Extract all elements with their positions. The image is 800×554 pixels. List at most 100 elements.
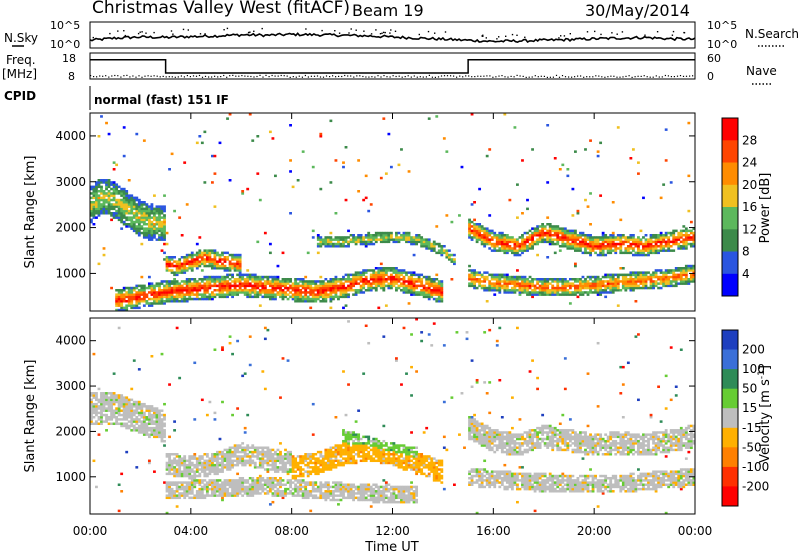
heatmap-cell [513,242,517,246]
heatmap-cell [218,258,222,261]
heatmap-cell [142,223,146,226]
heatmap-cell [619,242,623,246]
heatmap-cell [107,409,111,412]
heatmap-cell [188,472,192,476]
heatmap-cell [211,181,214,184]
heatmap-cell [372,278,376,281]
heatmap-cell [195,251,199,255]
heatmap-cell [657,245,661,248]
heatmap-cell [160,420,164,423]
heatmap-cell [495,245,499,248]
heatmap-cell [566,291,570,294]
nave-point [214,75,216,77]
heatmap-cell [319,135,323,138]
heatmap-cell [631,247,635,250]
heatmap-cell [125,418,129,421]
heatmap-cell [357,273,361,277]
heatmap-cell [198,249,202,252]
heatmap-cell [173,453,177,456]
heatmap-cell [216,479,219,482]
heatmap-cell [644,247,648,250]
heatmap-cell [604,273,608,277]
heatmap-cell [223,466,227,469]
heatmap-cell [659,247,663,250]
heatmap-cell [437,284,441,288]
heatmap-cell [100,416,103,419]
heatmap-cell [362,284,366,288]
heatmap-cell [256,295,260,299]
heatmap-cell [233,280,237,283]
heatmap-cell [342,284,345,288]
heatmap-cell [642,253,645,257]
heatmap-cell [233,492,237,495]
heatmap-cell [677,234,681,237]
heatmap-cell [594,286,597,290]
heatmap-cell [334,293,338,296]
heatmap-cell [634,282,638,285]
heatmap-cell [183,463,187,467]
heatmap-cell [556,240,560,244]
heatmap-cell [301,297,305,301]
heatmap-cell [150,282,154,285]
heatmap-cell [268,479,272,482]
heatmap-cell [150,407,154,410]
heatmap-cell [183,496,187,500]
heatmap-cell [669,275,673,279]
heatmap-cell [178,295,182,299]
heatmap-cell [637,273,640,277]
heatmap-cell [193,284,197,288]
heatmap-cell [687,269,691,272]
heatmap-cell [430,278,434,281]
heatmap-cell [337,286,340,290]
heatmap-cell [117,198,121,202]
heatmap-cell [127,413,131,417]
heatmap-cell [329,280,333,283]
heatmap-cell [132,295,136,299]
heatmap-cell [97,179,101,182]
heatmap-cell [619,234,623,237]
heatmap-cell [253,273,257,277]
heatmap-cell [135,411,139,415]
heatmap-cell [291,295,295,299]
heatmap-cell [142,216,146,219]
heatmap-cell [175,264,179,268]
heatmap-cell [279,468,282,471]
heatmap-cell [596,245,600,248]
heatmap-cell [117,205,121,208]
heatmap-cell [475,238,479,241]
heatmap-cell [483,271,487,274]
heatmap-cell [508,282,512,285]
heatmap-cell [231,413,234,417]
heatmap-cell [513,282,517,285]
heatmap-cell [505,236,509,239]
heatmap-cell [276,494,280,497]
heatmap-cell [453,258,456,261]
heatmap-cell [488,289,492,292]
heatmap-cell [175,291,179,294]
heatmap-cell [158,293,161,296]
heatmap-cell [503,286,507,290]
heatmap-cell [621,280,625,283]
heatmap-cell [90,409,93,412]
heatmap-cell [495,289,499,292]
heatmap-cell [178,470,182,473]
heatmap-cell [130,411,134,415]
ytick-label: 3000 [55,175,86,189]
heatmap-cell [125,194,129,197]
heatmap-cell [400,269,403,272]
heatmap-cell [400,289,403,292]
heatmap-cell [233,267,237,270]
heatmap-cell [276,282,280,285]
heatmap-cell [334,238,338,241]
heatmap-cell [198,289,202,292]
heatmap-cell [188,282,192,285]
heatmap-cell [213,472,217,476]
heatmap-cell [286,286,290,290]
heatmap-cell [165,260,169,263]
heatmap-cell [649,273,653,277]
heatmap-cell [384,240,388,244]
heatmap-cell [621,267,625,270]
heatmap-cell [485,271,489,274]
heatmap-cell [362,271,366,274]
heatmap-cell [475,286,479,290]
